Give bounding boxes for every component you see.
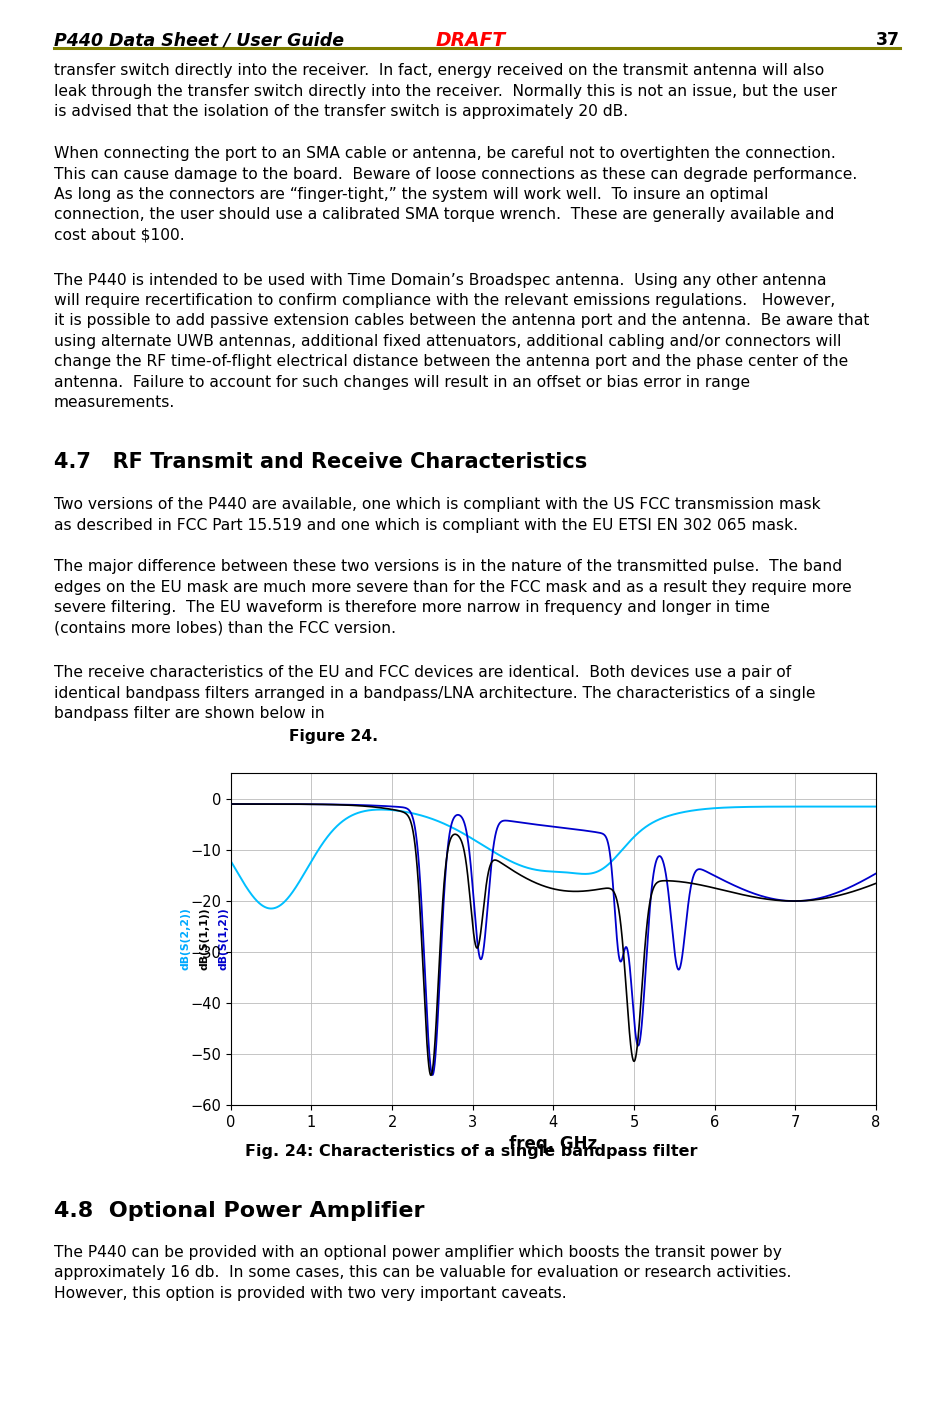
Text: dB(S(1,1)): dB(S(1,1)) (200, 908, 209, 970)
Text: Figure 24.: Figure 24. (289, 729, 378, 744)
Text: 4.7   RF Transmit and Receive Characteristics: 4.7 RF Transmit and Receive Characterist… (54, 451, 587, 471)
Text: 4.8  Optional Power Amplifier: 4.8 Optional Power Amplifier (54, 1201, 424, 1221)
Text: transfer switch directly into the receiver.  In fact, energy received on the tra: transfer switch directly into the receiv… (54, 63, 836, 120)
Text: Two versions of the P440 are available, one which is compliant with the US FCC t: Two versions of the P440 are available, … (54, 498, 820, 533)
Text: DRAFT: DRAFT (436, 31, 506, 49)
Text: When connecting the port to an SMA cable or antenna, be careful not to overtight: When connecting the port to an SMA cable… (54, 147, 857, 243)
Text: dB(S(1,2)): dB(S(1,2)) (219, 908, 228, 970)
X-axis label: freq, GHz: freq, GHz (510, 1135, 597, 1153)
Text: The major difference between these two versions is in the nature of the transmit: The major difference between these two v… (54, 560, 852, 636)
Text: P440 Data Sheet / User Guide: P440 Data Sheet / User Guide (54, 31, 344, 49)
Text: Fig. 24: Characteristics of a single bandpass filter: Fig. 24: Characteristics of a single ban… (245, 1145, 697, 1159)
Text: The receive characteristics of the EU and FCC devices are identical.  Both devic: The receive characteristics of the EU an… (54, 666, 815, 721)
Text: The P440 is intended to be used with Time Domain’s Broadspec antenna.  Using any: The P440 is intended to be used with Tim… (54, 272, 869, 410)
Text: 37: 37 (876, 31, 900, 49)
Text: dB(S(2,2)): dB(S(2,2)) (181, 908, 190, 970)
Text: The P440 can be provided with an optional power amplifier which boosts the trans: The P440 can be provided with an optiona… (54, 1245, 791, 1300)
